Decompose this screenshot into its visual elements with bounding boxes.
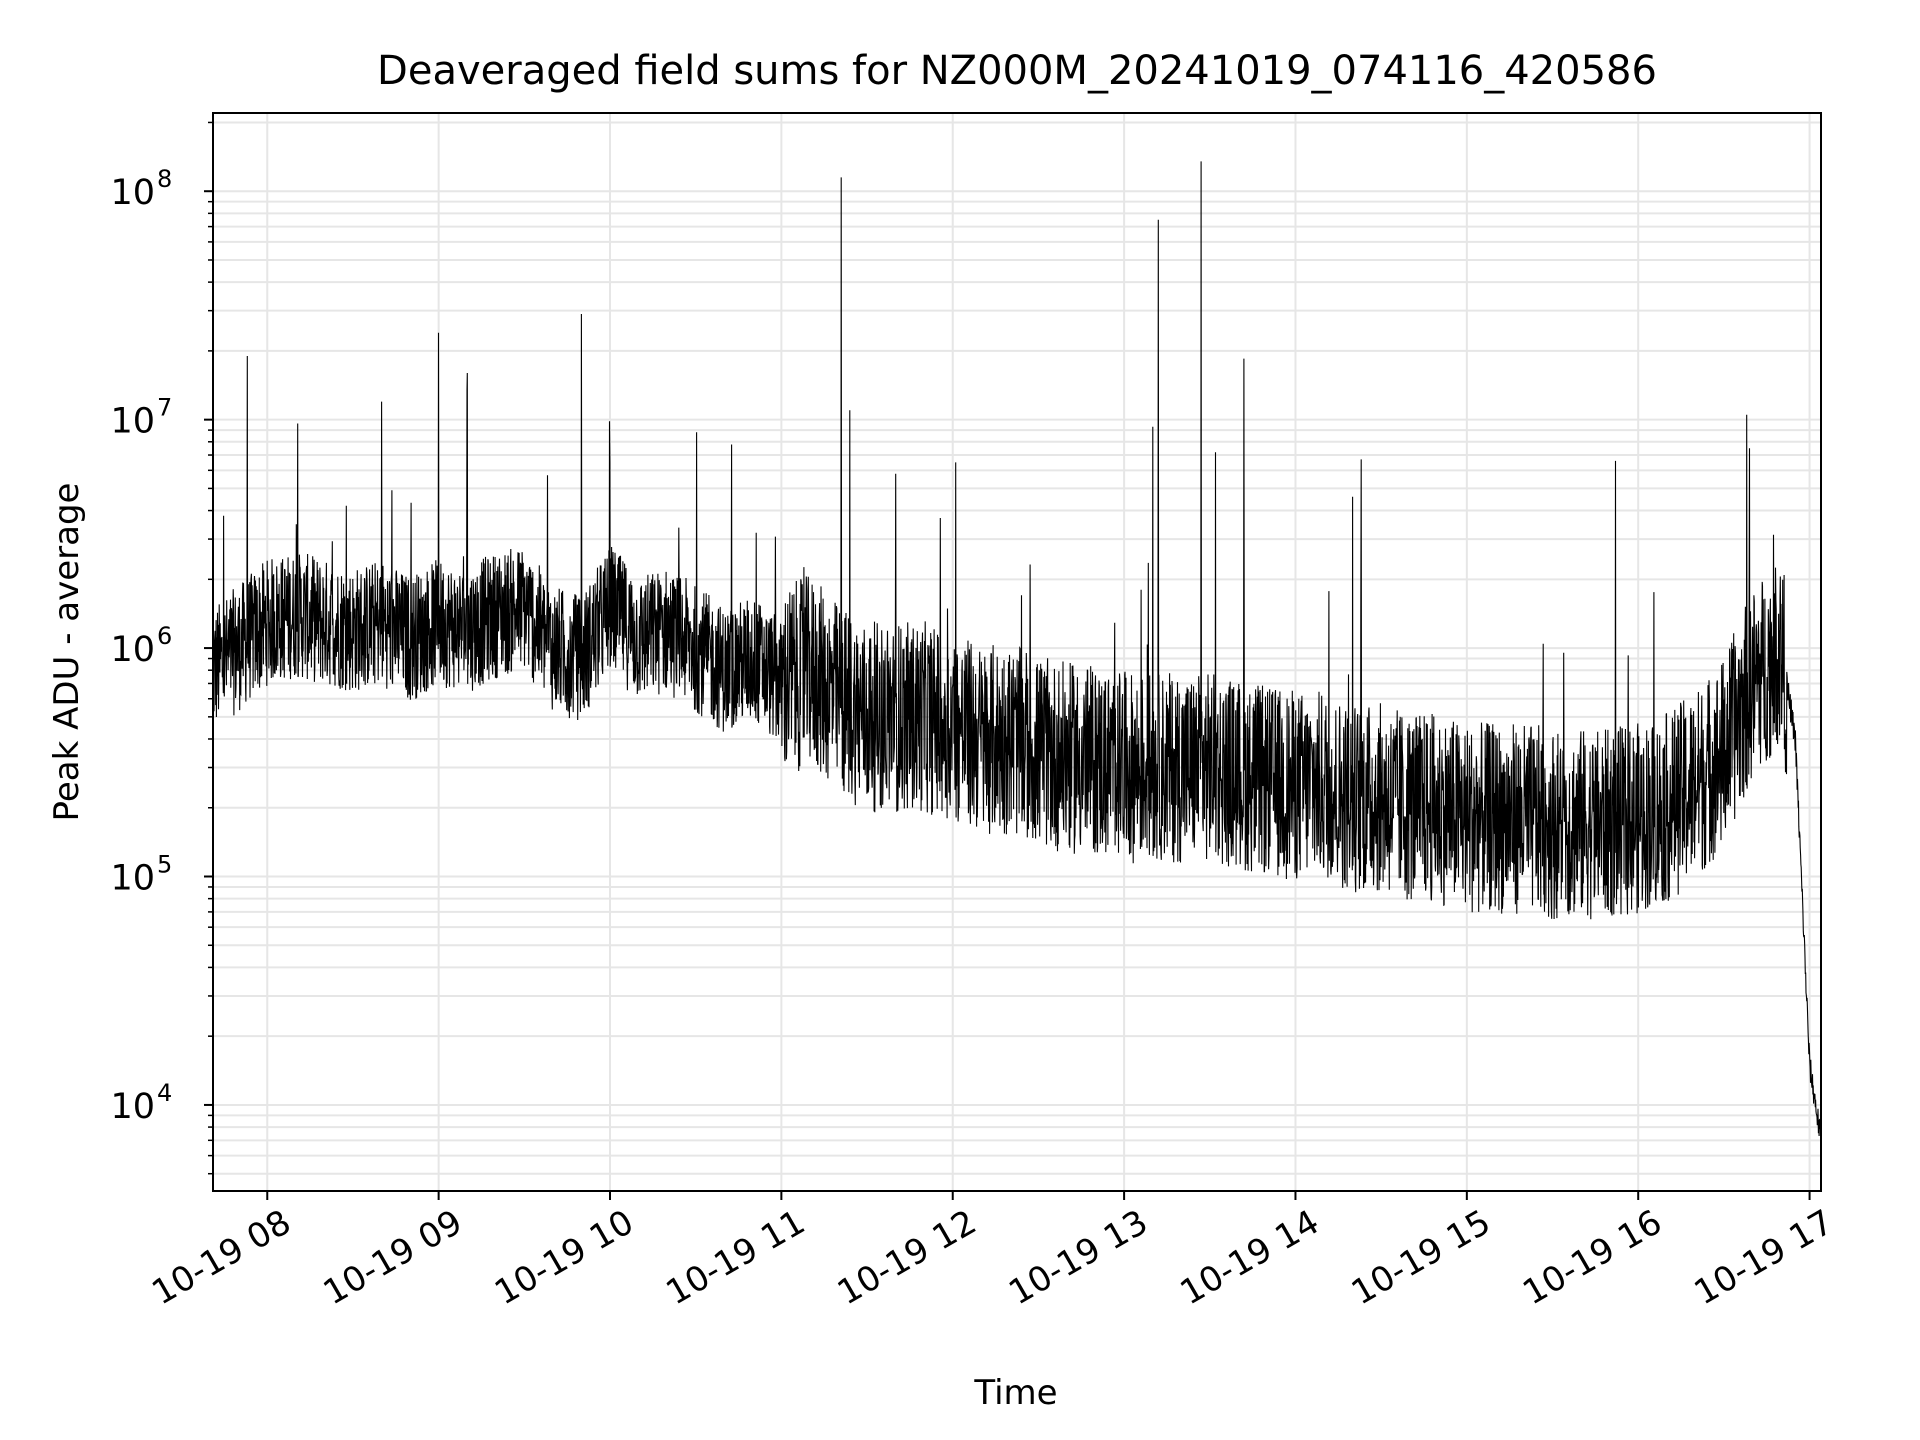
data-series-path	[212, 161, 1822, 1137]
y-tick-label-exponent: 7	[157, 394, 172, 422]
y-tick-label: 10	[110, 402, 155, 442]
y-tick-label-exponent: 8	[157, 165, 172, 193]
y-tick-label: 10	[110, 859, 155, 899]
x-axis-label: Time	[973, 1373, 1057, 1413]
chart-title: Deaveraged field sums for NZ000M_2024101…	[377, 48, 1657, 94]
y-tick-label: 10	[110, 173, 155, 213]
data-series-line	[212, 161, 1822, 1137]
grid	[213, 113, 1821, 1191]
y-tick-label: 10	[110, 630, 155, 670]
y-tick-label: 10	[110, 1087, 155, 1127]
y-tick-label-exponent: 6	[157, 622, 172, 650]
y-tick-label-exponent: 5	[157, 851, 172, 879]
y-axis-label: Peak ADU - average	[47, 483, 87, 822]
y-tick-label-exponent: 4	[157, 1079, 172, 1107]
plot-frame	[212, 112, 1822, 1192]
